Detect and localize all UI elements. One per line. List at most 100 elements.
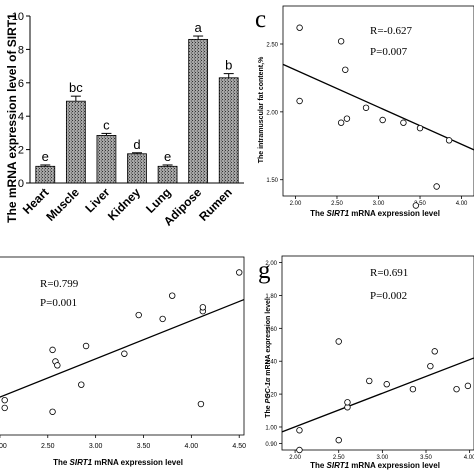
c-x-axis-label: The SIRT1 mRNA expression level [310,209,440,218]
g-data-point [383,381,390,388]
panel-label-g: g [258,257,271,284]
bar-significance-letter: e [164,149,171,164]
f-data-point [1,404,8,412]
g-x-tick-label: 3.00 [377,455,389,461]
c-data-point [342,66,349,73]
f-data-point [199,304,207,311]
g-y-tick-label: 1.40 [265,360,277,366]
g-y-tick-label: 2.00 [265,261,277,267]
c-x-tick-label: 3.50 [414,201,426,207]
c-x-tick-label: 3.00 [373,201,385,207]
c-y-tick-label: 2.00 [266,110,278,116]
c-p-value: P=0.007 [370,46,408,58]
c-x-tick-label: 4.00 [456,201,468,207]
scatter-panel-g: g The PGC-1α mRNA expression level R=0.6… [258,255,474,470]
bar-significance-letter: bc [69,80,83,95]
c-data-point [296,97,303,105]
g-data-point [431,348,438,355]
f-data-point [78,381,85,388]
c-data-point [337,38,345,45]
f-data-point [236,269,243,276]
g-fit-line [281,357,474,433]
c-r-value: R=-0.627 [370,25,412,37]
bar-y-tick-label: 4 [18,111,24,123]
g-data-point [296,427,303,434]
f-x-tick-label: 4.50 [232,443,246,450]
g-data-point [453,385,460,393]
bar-significance-letter: d [133,137,140,152]
c-data-point [379,116,386,124]
g-p-value: P=0.002 [370,290,407,302]
scatter-panel-f: R=0.799 P=0.001 2.00 2.50 3.00 3.50 4.00 4.50… [0,256,246,467]
bar-y-axis-label: The mRNA expression level of SIRT1 [5,13,19,223]
bar-y-tick-label: 10 [12,11,24,23]
c-x-tick-label: 2.00 [290,201,302,207]
g-y-tick-label: 1.20 [265,393,277,399]
bar-adipose [188,38,209,184]
g-x-tick-label: 4.00 [464,455,474,461]
c-data-point [445,137,453,144]
f-data-point [197,400,205,408]
bar-y-tick-label: 6 [18,78,24,90]
bar-significance-letter: c [103,117,110,132]
c-data-point [412,202,420,209]
c-data-point [400,119,407,126]
bar-significance-letter: e [42,149,49,164]
f-p-value: P=0.001 [40,297,77,309]
g-x-axis-label: The SIRT1 mRNA expression level [310,461,440,470]
g-y-tick-label: 1.60 [265,327,277,333]
g-data-point [409,385,417,393]
bar-lung [157,165,178,184]
g-data-point [464,382,472,390]
bar-y-tick-label: 8 [18,44,24,56]
bar-kidney [127,153,147,184]
f-plot-frame [0,256,245,436]
f-x-tick-label: 4.00 [185,443,199,450]
c-data-point [433,183,440,190]
f-data-point [169,292,176,299]
f-data-point [1,396,8,404]
f-data-point [121,350,128,357]
f-data-point [49,346,56,354]
bar-category-label: Muscle [43,185,82,224]
g-plot-frame [281,255,474,451]
f-data-point [54,362,61,369]
bar-heart [35,165,56,184]
f-data-point [82,342,90,350]
f-x-tick-label: 2.00 [0,443,7,450]
c-y-axis-label: The intramuscular fat content,% [258,56,265,163]
f-x-tick-label: 3.50 [137,443,151,450]
f-x-tick-label: 3.00 [89,443,103,450]
g-y-axis-label: The PGC-1α mRNA expression level [265,298,272,418]
f-x-axis-label: The SIRT1 mRNA expression level [53,458,183,467]
g-data-point [427,362,434,370]
c-y-tick-label: 1.50 [266,178,278,184]
g-data-point [344,399,351,406]
bar-liver [96,135,117,184]
g-data-point [296,446,303,454]
bar-y-tick-label: 0 [18,178,24,190]
f-fit-line [0,298,245,398]
g-r-value: R=0.691 [370,267,408,279]
f-x-tick-label: 2.50 [41,443,55,450]
c-data-point [337,119,345,126]
bar-y-tick-label: 2 [18,145,24,157]
f-data-point [159,315,166,323]
f-data-point [135,311,142,319]
g-data-point [335,436,342,444]
bar-category-label: Rumen [196,185,235,224]
bar-chart-panel: The mRNA expression level of SIRT1 0 2 4 6 8… [5,11,244,229]
g-y-tick-label: 0.90 [265,442,277,448]
c-data-point [343,115,351,122]
g-data-point [335,338,342,345]
f-r-value: R=0.799 [40,278,79,290]
g-x-tick-label: 2.00 [289,455,301,461]
c-x-tick-label: 2.50 [331,201,343,207]
c-data-point [362,104,370,111]
bar-muscle [65,100,86,184]
g-y-tick-label: 1.00 [265,425,277,431]
bar-rumen [218,77,239,184]
scatter-panel-c: c The intramuscular fat content,% R=-0.6… [255,5,474,218]
f-data-point [49,408,56,415]
